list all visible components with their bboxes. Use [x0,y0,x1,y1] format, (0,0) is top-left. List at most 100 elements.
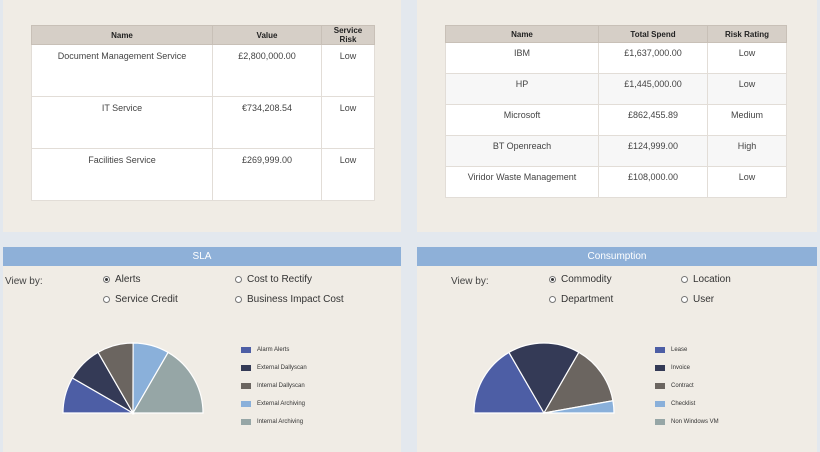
radio-label: Location [693,274,731,285]
cell-risk: Low [321,96,375,149]
legend-item[interactable]: Alarm Alerts [241,341,307,359]
cell-value: £2,800,000.00 [212,44,322,97]
consumption-radio-location[interactable]: Location [681,274,731,285]
column-header-risk-rating[interactable]: Risk Rating [707,25,787,43]
column-header-service-risk[interactable]: Service Risk [321,25,375,45]
cell-total-spend: £1,637,000.00 [598,42,708,74]
consumption-radio-commodity[interactable]: Commodity [549,274,612,285]
table-row[interactable]: HP £1,445,000.00 Low [445,73,787,105]
radio-button-icon [103,296,110,303]
legend-item[interactable]: Invoice [655,359,719,377]
column-header-name[interactable]: Name [445,25,599,43]
radio-label: Alerts [115,274,141,285]
cell-value: €734,208.54 [212,96,322,149]
legend-swatch [241,347,251,353]
legend-swatch [655,383,665,389]
cell-name: HP [445,73,599,105]
consumption-radio-department[interactable]: Department [549,294,613,305]
consumption-view-by-label: View by: [451,276,489,287]
pie-slice-lease[interactable] [473,351,546,414]
consumption-panel-title: Consumption [417,247,817,266]
pie-slice-contract[interactable] [542,351,614,414]
table-header-row: Name Total Spend Risk Rating [445,25,787,43]
legend-item[interactable]: Internal Dallyscan [241,377,307,395]
cell-name: Viridor Waste Management [445,166,599,198]
legend-item[interactable]: Lease [655,341,719,359]
radio-button-icon [681,276,688,283]
cell-name: Microsoft [445,104,599,136]
legend-label: Internal Archiving [257,419,304,425]
radio-button-icon [103,276,110,283]
pie-slice-invoice[interactable] [508,342,580,415]
table-row[interactable]: Facilities Service £269,999.00 Low [31,148,375,201]
column-header-total-spend[interactable]: Total Spend [598,25,708,43]
table-row[interactable]: Microsoft £862,455.89 Medium [445,104,787,136]
sla-pie-chart [62,342,204,416]
legend-swatch [241,365,251,371]
legend-item[interactable]: External Archiving [241,395,307,413]
table-header-row: Name Value Service Risk [31,25,375,45]
radio-button-icon [681,296,688,303]
cell-name: BT Openreach [445,135,599,167]
legend-label: Alarm Alerts [257,347,290,353]
table-row[interactable]: BT Openreach £124,999.00 High [445,135,787,167]
pie-slice-checklist[interactable] [543,400,615,414]
cell-risk-rating: Low [707,166,787,198]
legend-label: Invoice [671,365,691,371]
radio-label: User [693,294,715,305]
legend-label: External Dallyscan [257,365,307,371]
radio-button-icon [235,296,242,303]
legend-label: Internal Dallyscan [257,383,305,389]
legend-item[interactable]: Checklist [655,395,719,413]
legend-item[interactable]: External Dallyscan [241,359,307,377]
consumption-chart-legend: Lease Invoice Contract Checklist Non Windows… [655,341,719,431]
cell-risk: Low [321,148,375,201]
legend-swatch [655,365,665,371]
radio-button-icon [549,296,556,303]
legend-swatch [241,401,251,407]
sla-radio-business-impact-cost[interactable]: Business Impact Cost [235,294,344,305]
cell-risk-rating: High [707,135,787,167]
legend-swatch [655,401,665,407]
cell-name: IT Service [31,96,213,149]
column-header-value[interactable]: Value [212,25,322,45]
legend-label: Checklist [671,401,696,407]
cell-risk: Low [321,44,375,97]
cell-risk-rating: Low [707,42,787,74]
legend-swatch [655,419,665,425]
consumption-pie-chart [473,342,615,415]
sla-radio-cost-to-rectify[interactable]: Cost to Rectify [235,274,312,285]
sla-radio-alerts[interactable]: Alerts [103,274,141,285]
legend-item[interactable]: Internal Archiving [241,413,307,431]
cell-total-spend: £1,445,000.00 [598,73,708,105]
cell-total-spend: £124,999.00 [598,135,708,167]
table-row[interactable]: Viridor Waste Management £108,000.00 Low [445,166,787,198]
column-header-name[interactable]: Name [31,25,213,45]
radio-label: Commodity [561,274,612,285]
legend-label: Lease [671,347,688,353]
sla-panel: SLA View by: Alerts Cost to Rectify Serv… [3,247,401,452]
cell-name: Document Management Service [31,44,213,97]
services-table: Name Value Service Risk Document Managem… [31,25,375,201]
cell-risk-rating: Low [707,73,787,105]
legend-item[interactable]: Non Windows VM [655,413,719,431]
sla-view-by-label: View by: [5,276,43,287]
suppliers-panel: Name Total Spend Risk Rating IBM £1,637,… [417,0,817,232]
radio-button-icon [235,276,242,283]
table-row[interactable]: IBM £1,637,000.00 Low [445,42,787,74]
table-row[interactable]: Document Management Service £2,800,000.0… [31,44,375,97]
consumption-radio-user[interactable]: User [681,294,714,305]
radio-label: Cost to Rectify [247,274,313,285]
legend-item[interactable]: Contract [655,377,719,395]
radio-label: Department [561,294,614,305]
sla-chart-legend: Alarm Alerts External Dallyscan Internal D… [241,341,307,431]
legend-swatch [241,383,251,389]
consumption-panel: Consumption View by: Commodity Location … [417,247,817,452]
sla-panel-title: SLA [3,247,401,266]
services-panel: Name Value Service Risk Document Managem… [3,0,401,232]
table-row[interactable]: IT Service €734,208.54 Low [31,96,375,149]
radio-label: Service Credit [115,294,178,305]
legend-label: Non Windows VM [671,419,719,425]
pie-slice-internal-archiving[interactable] [131,351,204,414]
sla-radio-service-credit[interactable]: Service Credit [103,294,178,305]
